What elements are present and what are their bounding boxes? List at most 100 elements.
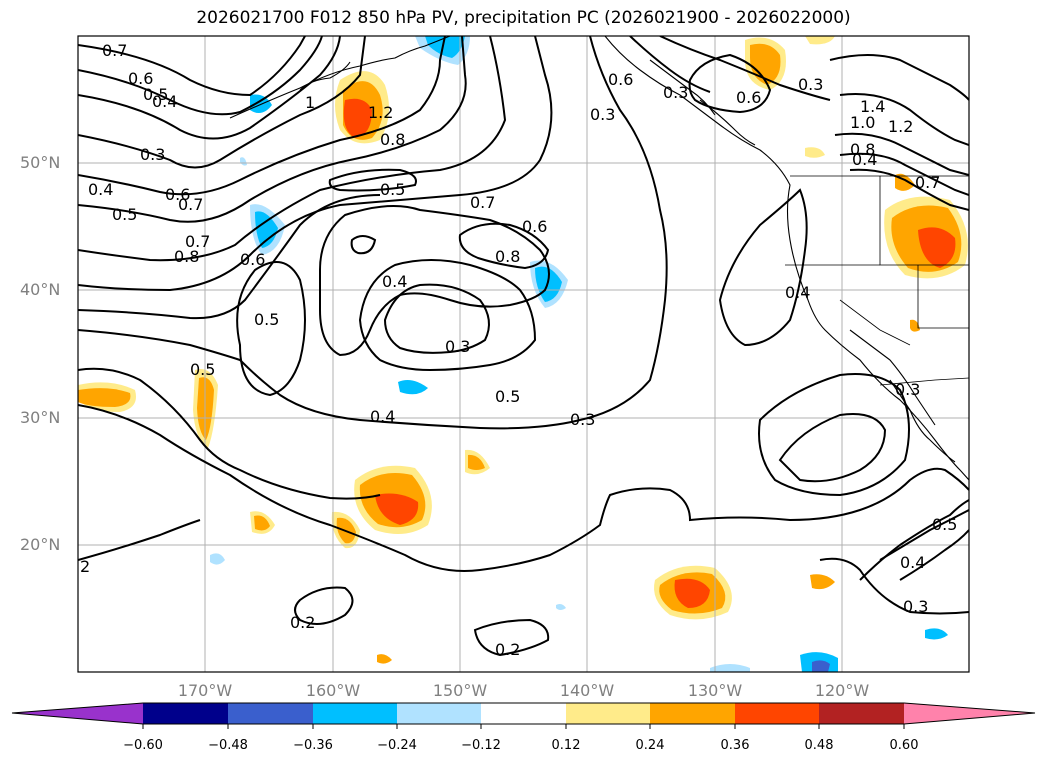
contour-label: 0.4 (152, 92, 177, 111)
colorbar-tick-label: 0.36 (720, 738, 750, 753)
precip-blob-36 (918, 227, 956, 268)
precip-blob-neg (240, 157, 247, 166)
contour-label: 1 (305, 93, 315, 112)
precip-blob-neg (710, 664, 750, 672)
baja-coast (849, 329, 936, 426)
contour-label: 0.3 (140, 145, 165, 164)
colorbar-tick-label: 0.24 (635, 738, 665, 753)
contour-labels: 0.7 0.6 0.5 0.4 1 1.2 0.8 0.6 0.3 0.6 0.… (80, 41, 957, 659)
precip-blob-36 (375, 493, 419, 525)
precip-blob-24 (805, 147, 825, 158)
contour-label: 0.5 (932, 515, 957, 534)
precipitation-shading (78, 36, 968, 672)
latitude-label: 50°N (20, 153, 61, 172)
north-america-coast (604, 36, 969, 481)
contour-label: 0.6 (608, 70, 633, 89)
colorbar-segment (143, 703, 228, 724)
contour-label: 0.6 (128, 69, 153, 88)
colorbar-segment (228, 703, 313, 724)
contour-label: 1.4 (860, 97, 885, 116)
contour-label: 0.6 (522, 217, 547, 236)
contour-label: 0.8 (495, 247, 520, 266)
colorbar-tick-label: −0.36 (293, 738, 333, 753)
precip-blob-24 (78, 388, 131, 407)
colorbar-segment (735, 703, 819, 724)
contour-label: 0.6 (736, 88, 761, 107)
colorbar-arrow-right (904, 703, 1035, 724)
colorbar-segment (650, 703, 735, 724)
contour-label: 0.4 (900, 553, 925, 572)
colorbar-segment (819, 703, 904, 724)
contour-label: 0.6 (240, 250, 265, 269)
precip-blob-24 (377, 654, 392, 664)
contour-label: 0.2 (495, 640, 520, 659)
contour-label: 0.3 (895, 380, 920, 399)
pv-contours (78, 36, 969, 657)
longitude-label: 150°W (432, 681, 488, 700)
contour-label: 0.4 (88, 180, 113, 199)
precip-blob-neg (925, 628, 948, 640)
colorbar-tick-label: −0.48 (208, 738, 248, 753)
contour-label: 0.3 (590, 105, 615, 124)
longitude-label: 170°W (177, 681, 233, 700)
contour-label: 1.2 (888, 117, 913, 136)
precip-blob-neg (210, 553, 225, 565)
contour-label: 0.7 (470, 193, 495, 212)
contour-label: 0.3 (445, 337, 470, 356)
precip-blob-36 (674, 578, 710, 608)
precip-blob-neg (556, 604, 566, 610)
contour-label: 1.0 (850, 113, 875, 132)
colorbar-segment (397, 703, 481, 724)
contour-label: 0.5 (190, 360, 215, 379)
precip-blob-neg (398, 380, 428, 395)
colorbar-tick-label: −0.60 (123, 738, 163, 753)
contour-label: 0.4 (852, 150, 877, 169)
chart-title: 2026021700 F012 850 hPa PV, precipitatio… (196, 8, 851, 28)
colorbar-segment (481, 703, 566, 724)
colorbar-tick-label: 0.12 (551, 738, 581, 753)
contour-label: 0.4 (785, 283, 810, 302)
contour-label: 0.4 (382, 272, 407, 291)
contour-label: 0.3 (903, 597, 928, 616)
longitude-label: 160°W (305, 681, 361, 700)
borders (785, 175, 969, 386)
contour-label: 0.7 (178, 195, 203, 214)
longitude-label: 120°W (814, 681, 870, 700)
precip-blob-24 (810, 574, 835, 590)
canada-islands (699, 99, 756, 146)
mexico-inner-coast (889, 379, 956, 463)
precip-blob-36 (343, 98, 372, 138)
precip-blob-24 (910, 319, 920, 332)
contour-label: 0.3 (570, 410, 595, 429)
longitude-label: 130°W (687, 681, 743, 700)
colorbar-segment (313, 703, 397, 724)
precip-blob-24 (468, 454, 485, 470)
contour-label: 0.7 (102, 41, 127, 60)
contour-label: 0.8 (174, 247, 199, 266)
contour-label: 0.7 (915, 173, 940, 192)
gridlines (78, 36, 969, 672)
contour-label: 0.3 (663, 83, 688, 102)
plot-frame (77, 35, 970, 673)
precip-blob-24 (805, 36, 835, 45)
contour-label: 0.4 (370, 407, 395, 426)
contour-label: 2 (80, 557, 90, 576)
colorbar (11, 702, 1036, 729)
contour-label: 0.5 (143, 85, 168, 104)
colorbar-tick-label: −0.12 (461, 738, 501, 753)
contour-label: 1.2 (368, 103, 393, 122)
longitude-label: 140°W (559, 681, 615, 700)
contour-label: 0.8 (380, 130, 405, 149)
contour-label: 0.2 (290, 613, 315, 632)
latitude-label: 40°N (20, 280, 61, 299)
contour-label: 0.6 (165, 185, 190, 204)
colorbar-tick-label: 0.48 (804, 738, 834, 753)
colorbar-segment (566, 703, 650, 724)
alaska-coast (229, 36, 451, 119)
latitude-label: 30°N (20, 408, 61, 427)
precip-blob-neg (255, 211, 278, 248)
contour-label: 0.7 (185, 232, 210, 251)
colorbar-tick-label: −0.24 (377, 738, 417, 753)
contour-label: 0.3 (798, 75, 823, 94)
